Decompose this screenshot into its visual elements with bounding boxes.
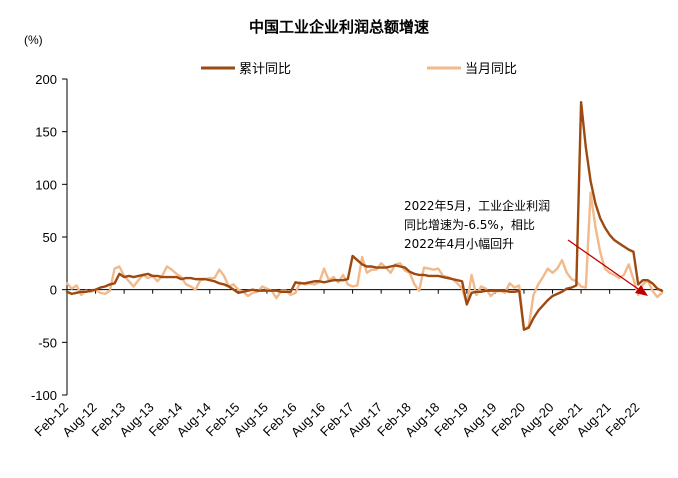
series-line-monthly bbox=[65, 191, 664, 331]
y-tick-label: 150 bbox=[35, 125, 57, 140]
annotation-line-1: 2022年5月，工业企业利润 bbox=[404, 198, 550, 213]
y-tick-label: 0 bbox=[50, 283, 57, 298]
legend: 累计同比 当月同比 bbox=[201, 62, 517, 77]
y-tick-label: 50 bbox=[43, 230, 57, 245]
legend-label-cumulative: 累计同比 bbox=[239, 62, 291, 77]
legend-label-monthly: 当月同比 bbox=[465, 62, 517, 77]
series-line-cumulative bbox=[65, 100, 664, 331]
annotation-arrowhead bbox=[635, 285, 648, 296]
y-unit-label: (%) bbox=[24, 33, 43, 47]
series-layer bbox=[65, 100, 664, 331]
y-tick-label: 200 bbox=[35, 72, 57, 87]
annotation-line-2: 同比增速为-6.5%，相比 bbox=[404, 218, 535, 232]
y-tick-label: -50 bbox=[38, 335, 57, 350]
chart-title: 中国工业企业利润总额增速 bbox=[249, 18, 429, 36]
annotation: 2022年5月，工业企业利润 同比增速为-6.5%，相比 2022年4月小幅回升 bbox=[404, 198, 648, 296]
annotation-arrow bbox=[567, 239, 642, 292]
axes bbox=[66, 79, 662, 395]
x-axis-ticks: Feb-12Aug-12Feb-13Aug-13Feb-14Aug-14Feb-… bbox=[31, 289, 642, 440]
y-axis-ticks: -100 -50 0 50 100 150 200 bbox=[31, 72, 67, 403]
annotation-line-3: 2022年4月小幅回升 bbox=[404, 236, 514, 251]
y-tick-label: -100 bbox=[31, 388, 57, 403]
y-tick-label: 100 bbox=[35, 177, 57, 192]
